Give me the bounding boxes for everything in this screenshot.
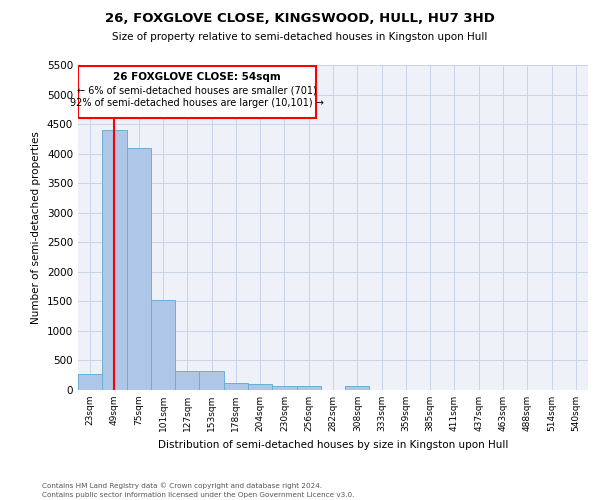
Text: Size of property relative to semi-detached houses in Kingston upon Hull: Size of property relative to semi-detach… xyxy=(112,32,488,42)
Text: Contains public sector information licensed under the Open Government Licence v3: Contains public sector information licen… xyxy=(42,492,355,498)
Bar xyxy=(248,384,272,390)
Text: ← 6% of semi-detached houses are smaller (701): ← 6% of semi-detached houses are smaller… xyxy=(77,86,317,96)
Bar xyxy=(78,374,102,390)
Bar xyxy=(345,386,370,390)
Bar xyxy=(224,383,248,390)
Bar xyxy=(199,370,224,390)
Y-axis label: Number of semi-detached properties: Number of semi-detached properties xyxy=(31,131,41,324)
X-axis label: Distribution of semi-detached houses by size in Kingston upon Hull: Distribution of semi-detached houses by … xyxy=(158,440,508,450)
Bar xyxy=(151,300,175,390)
Bar xyxy=(127,148,151,390)
Bar xyxy=(102,130,127,390)
Text: 26 FOXGLOVE CLOSE: 54sqm: 26 FOXGLOVE CLOSE: 54sqm xyxy=(113,72,281,82)
FancyBboxPatch shape xyxy=(78,66,316,118)
Bar xyxy=(296,386,321,390)
Text: 92% of semi-detached houses are larger (10,101) →: 92% of semi-detached houses are larger (… xyxy=(70,98,324,108)
Text: Contains HM Land Registry data © Crown copyright and database right 2024.: Contains HM Land Registry data © Crown c… xyxy=(42,482,322,489)
Bar xyxy=(272,386,296,390)
Bar xyxy=(175,370,199,390)
Text: 26, FOXGLOVE CLOSE, KINGSWOOD, HULL, HU7 3HD: 26, FOXGLOVE CLOSE, KINGSWOOD, HULL, HU7… xyxy=(105,12,495,26)
